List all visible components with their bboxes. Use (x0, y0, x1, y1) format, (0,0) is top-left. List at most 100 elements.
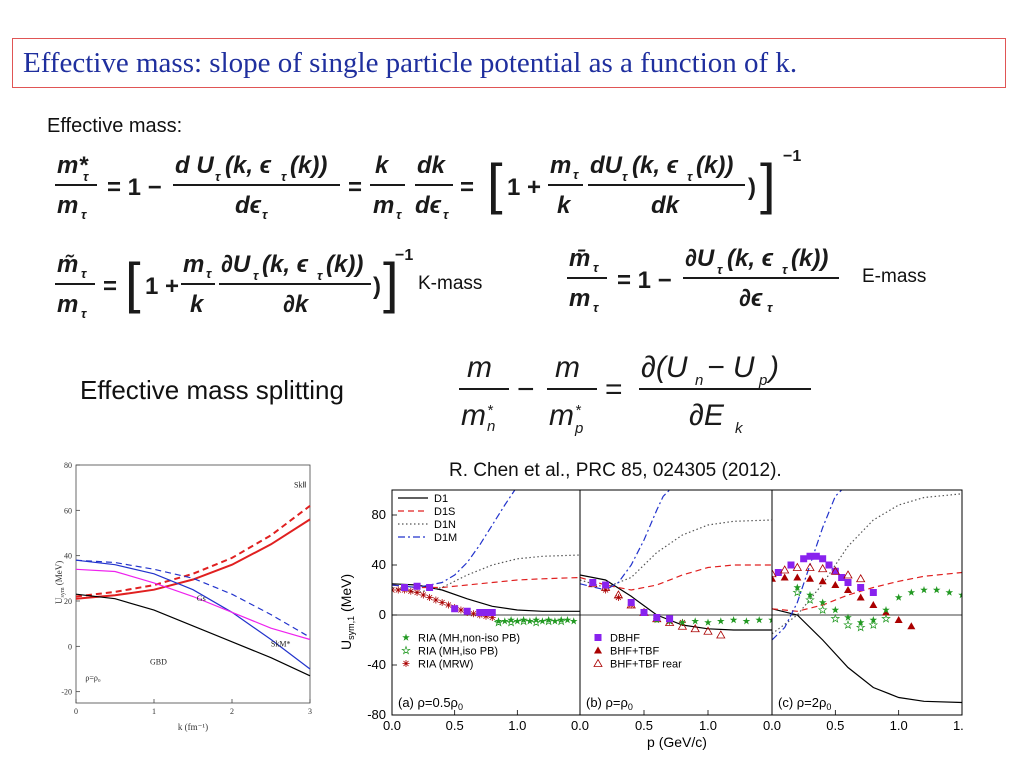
asterisk-marker (407, 587, 415, 595)
square-marker (844, 579, 852, 586)
triangle-marker (831, 581, 840, 588)
x-axis-label: k (fm⁻¹) (178, 722, 208, 732)
model-line (392, 583, 580, 612)
x-tick-label: 1.0 (890, 718, 908, 733)
open-star-marker (531, 617, 541, 627)
star-marker (557, 616, 565, 624)
star-marker (755, 616, 763, 624)
e-mass-label: E-mass (862, 266, 927, 287)
star-marker (958, 591, 962, 599)
svg-text:*: * (487, 402, 494, 419)
legend-label: RIA (MRW) (418, 659, 473, 671)
square-marker (653, 614, 661, 621)
y-tick-label: 80 (372, 507, 386, 522)
asterisk-marker (402, 660, 410, 667)
star-marker (402, 633, 410, 641)
legend-label: RIA (MH,non-iso PB) (418, 633, 520, 645)
svg-text:τ: τ (782, 262, 788, 277)
panel-frame (391, 489, 581, 716)
open-star-marker (792, 587, 803, 597)
svg-text:τ: τ (215, 169, 221, 184)
square-marker (594, 634, 602, 641)
open-star-marker (543, 616, 554, 626)
legend-label: D1N (434, 519, 456, 531)
svg-text:]: ] (760, 152, 776, 215)
open-star-marker (868, 619, 879, 630)
svg-text:dk: dk (651, 192, 681, 219)
asterisk-marker (469, 610, 477, 618)
star-marker (501, 617, 509, 625)
open-star-marker (830, 613, 841, 623)
panel-label: (a) ρ=0.5ρ0 (398, 695, 463, 712)
svg-text:τ: τ (593, 300, 599, 315)
slide-title: Effective mass: slope of single particle… (23, 47, 798, 79)
star-marker (569, 617, 578, 625)
asterisk-marker (394, 586, 402, 594)
star-marker (513, 617, 522, 625)
square-marker (825, 561, 833, 569)
open-triangle-marker (779, 565, 790, 574)
series-line (75, 559, 311, 670)
panel-data (392, 490, 580, 627)
open-star-marker (506, 617, 516, 627)
svg-text:τ: τ (687, 169, 693, 184)
legend-label: D1 (434, 493, 448, 505)
star-marker (869, 616, 878, 624)
triangle-marker (844, 586, 852, 593)
svg-text:−: − (517, 373, 535, 406)
x-tick-label: 2 (230, 707, 234, 716)
model-line (580, 564, 772, 591)
model-line (392, 490, 516, 589)
svg-text:=: = (103, 273, 117, 300)
series-line (75, 593, 311, 677)
curve-label: SkM* (271, 639, 291, 648)
triangle-marker (856, 593, 865, 601)
open-star-marker (518, 616, 529, 626)
svg-text:dϵ: dϵ (235, 192, 262, 219)
svg-text:= 1 −: = 1 − (107, 174, 162, 201)
svg-text:(k, ϵ: (k, ϵ (727, 245, 774, 272)
square-marker (602, 581, 610, 589)
y-tick-label: 40 (64, 552, 72, 561)
model-line (392, 554, 580, 594)
star-marker (678, 618, 687, 626)
open-star-marker (881, 613, 891, 623)
svg-text:m: m (57, 291, 78, 318)
model-line (772, 571, 962, 612)
star-marker (538, 617, 547, 625)
triangle-marker (594, 646, 602, 654)
square-marker (666, 615, 674, 623)
splitting-label: Effective mass splitting (80, 375, 344, 405)
series-line (75, 568, 311, 641)
svg-text:m: m (183, 251, 204, 278)
y-tick-label: 0 (68, 642, 72, 651)
y-tick-label: -80 (367, 707, 386, 722)
svg-text:τ: τ (717, 262, 723, 277)
svg-text:(k)): (k)) (696, 152, 733, 179)
open-triangle-marker (690, 623, 700, 633)
asterisk-marker (438, 599, 446, 606)
svg-text:(k, ϵ: (k, ϵ (225, 152, 272, 179)
asterisk-marker (413, 589, 421, 596)
svg-text:k: k (557, 192, 572, 219)
open-star-marker (843, 619, 853, 630)
legend-label: BHF+TBF rear (610, 659, 682, 671)
star-marker (691, 617, 699, 625)
svg-text:∂k: ∂k (283, 291, 310, 318)
y-tick-label: 0 (379, 607, 386, 622)
square-marker (426, 584, 434, 591)
star-marker (818, 598, 827, 606)
star-marker (544, 616, 553, 624)
star-marker (932, 586, 941, 594)
svg-text:= 1 −: = 1 − (617, 267, 672, 294)
svg-text:=: = (605, 373, 623, 406)
open-triangle-marker (703, 626, 713, 635)
star-marker (894, 593, 903, 601)
svg-text:τ: τ (767, 300, 773, 315)
triangle-marker (780, 573, 789, 581)
left-chart: -20 0 20 40 60 80 0 1 2 3 Usym (MeV) k (fm⁻¹) SkⅡ Gs S… (54, 461, 312, 732)
panel-frame (579, 489, 773, 716)
x-tick-label: 0.5 (635, 718, 653, 733)
